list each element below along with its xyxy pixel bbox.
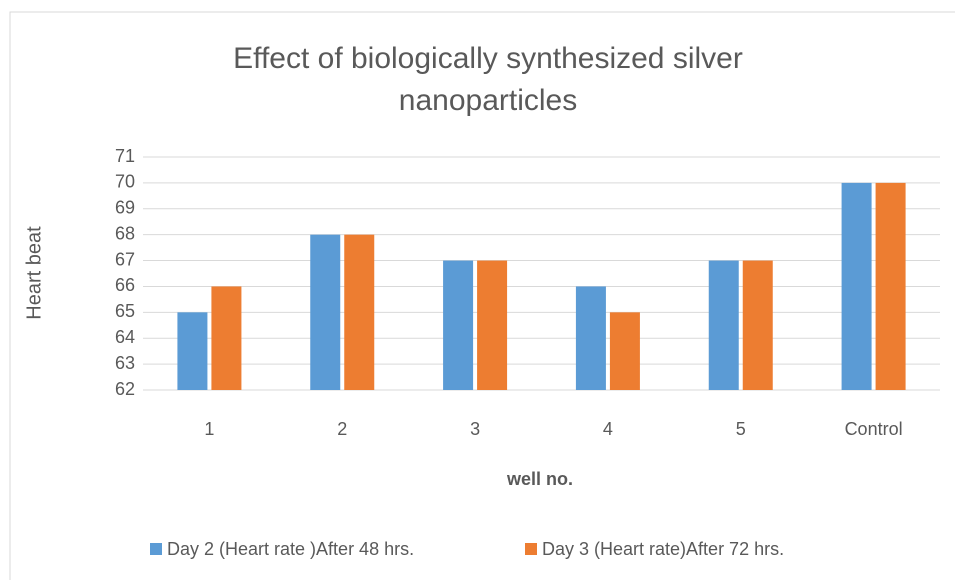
bar — [575, 286, 606, 390]
y-tick-label: 65 — [115, 301, 135, 321]
legend-swatch — [525, 543, 537, 555]
y-tick-label: 66 — [115, 275, 135, 295]
y-tick-label: 68 — [115, 223, 135, 243]
x-tick-label: 2 — [337, 419, 347, 439]
bar — [177, 312, 208, 390]
legend-swatch — [150, 543, 162, 555]
bar — [875, 182, 906, 390]
x-axis-label: well no. — [506, 469, 573, 489]
bar — [344, 234, 375, 390]
chart-title: Effect of biologically synthesized silve… — [233, 42, 743, 117]
y-tick-label: 64 — [115, 327, 135, 347]
x-tick-label: 1 — [204, 419, 214, 439]
y-tick-label: 67 — [115, 249, 135, 269]
y-axis-label: Heart beat — [23, 226, 45, 320]
bar — [708, 260, 739, 390]
y-tick-label: 70 — [115, 172, 135, 192]
legend-label: Day 2 (Heart rate )After 48 hrs. — [167, 539, 414, 559]
y-tick-label: 62 — [115, 379, 135, 399]
y-tick-label: 71 — [115, 146, 135, 166]
x-tick-label: Control — [845, 419, 903, 439]
bar — [841, 182, 872, 390]
x-tick-label: 4 — [603, 419, 613, 439]
x-tick-label: 3 — [470, 419, 480, 439]
x-tick-label: 5 — [736, 419, 746, 439]
bar — [477, 260, 508, 390]
legend-label: Day 3 (Heart rate)After 72 hrs. — [542, 539, 784, 559]
bar — [211, 286, 242, 390]
bar — [609, 312, 640, 390]
y-tick-label: 63 — [115, 353, 135, 373]
bar — [310, 234, 341, 390]
y-tick-label: 69 — [115, 198, 135, 218]
bar — [742, 260, 773, 390]
bar — [443, 260, 474, 390]
